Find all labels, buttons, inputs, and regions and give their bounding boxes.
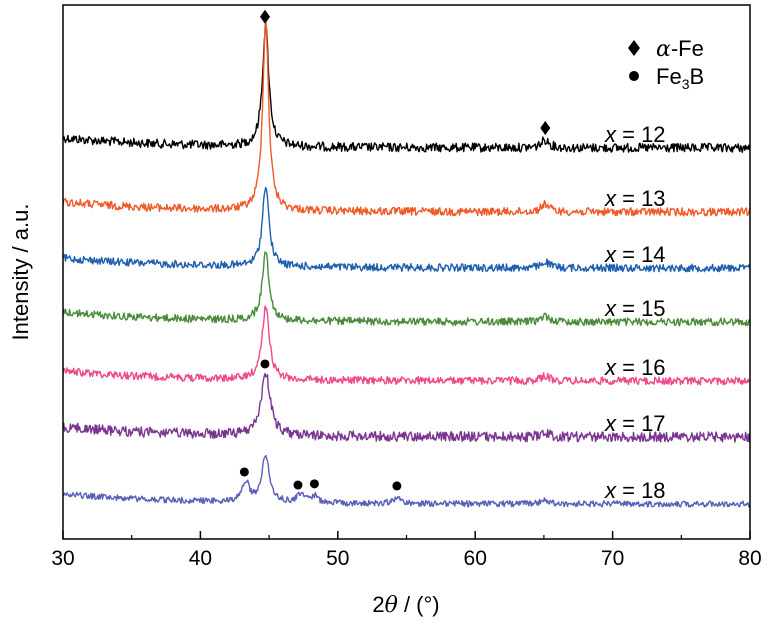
series-label-12: x = 12	[604, 122, 666, 147]
legend-circle-marker	[629, 71, 639, 81]
series-label-18: x = 18	[604, 478, 666, 503]
series-label-var: x	[604, 411, 617, 436]
series-label-14: x = 14	[604, 242, 666, 267]
series-line-18	[62, 454, 750, 508]
y-axis-title: Intensity / a.u.	[8, 204, 33, 341]
legend-fe3b-subscript: 3	[682, 76, 690, 92]
series-label-var: x	[604, 478, 617, 503]
series-label-value: = 13	[616, 186, 666, 211]
series-label-value: = 18	[616, 478, 666, 503]
series-label-value: = 12	[616, 122, 666, 147]
legend-diamond-marker	[628, 40, 640, 56]
series-label-15: x = 15	[604, 296, 666, 321]
x-tick-label: 80	[738, 547, 761, 570]
series-label-var: x	[604, 296, 617, 321]
x-tick-label: 40	[189, 547, 212, 570]
x-tick-label: 60	[464, 547, 487, 570]
x-tick-label: 50	[326, 547, 349, 570]
legend-fe3b-label: Fe3B	[656, 64, 704, 92]
plot-frame	[62, 4, 751, 540]
legend: α-Fe Fe3B	[628, 36, 704, 92]
legend-fe3b-text2: B	[689, 64, 704, 89]
legend-alpha-fe-symbol: α	[656, 37, 671, 62]
series-label-value: = 14	[616, 242, 666, 267]
fe3b-peak-marker	[260, 359, 270, 369]
alpha-fe-peak-marker	[540, 120, 551, 135]
legend-alpha-fe-label: α-Fe	[656, 36, 704, 62]
x-axis-title-suffix: / (°)	[398, 592, 440, 617]
series-label-13: x = 13	[604, 186, 666, 211]
x-axis-title-prefix: 2	[372, 592, 384, 617]
phase-marker-layer	[239, 9, 551, 491]
fe3b-peak-marker	[293, 480, 303, 490]
series-line-14	[62, 186, 751, 273]
fe3b-peak-marker	[239, 467, 249, 477]
x-tick-label: 70	[601, 547, 624, 570]
series-line-17	[62, 372, 751, 443]
series-label-var: x	[604, 242, 617, 267]
series-label-var: x	[604, 186, 617, 211]
series-label-17: x = 17	[604, 411, 666, 436]
series-line-13	[62, 18, 751, 217]
series-label-value: = 16	[616, 355, 666, 380]
series-labels: x = 12x = 13x = 14x = 15x = 16x = 17x = …	[604, 122, 666, 503]
series-label-var: x	[604, 122, 617, 147]
series-line-12	[62, 23, 751, 154]
series-label-value: = 15	[616, 296, 666, 321]
x-axis-title: 2θ / (°)	[372, 592, 439, 618]
legend-alpha-fe-text: -Fe	[671, 36, 704, 61]
series-layer	[62, 18, 751, 508]
series-label-var: x	[604, 355, 617, 380]
series-line-16	[62, 305, 751, 386]
x-axis-title-symbol: θ	[385, 593, 398, 618]
fe3b-peak-marker	[309, 479, 319, 489]
series-label-16: x = 16	[604, 355, 666, 380]
x-axis-ticks: 30 40 50 60 70 80	[51, 531, 762, 570]
series-label-value: = 17	[616, 411, 666, 436]
series-line-15	[62, 251, 751, 327]
legend-fe3b-text: Fe	[656, 64, 682, 89]
alpha-fe-peak-marker	[259, 9, 270, 24]
x-tick-label: 30	[51, 547, 74, 570]
fe3b-peak-marker	[392, 481, 402, 491]
